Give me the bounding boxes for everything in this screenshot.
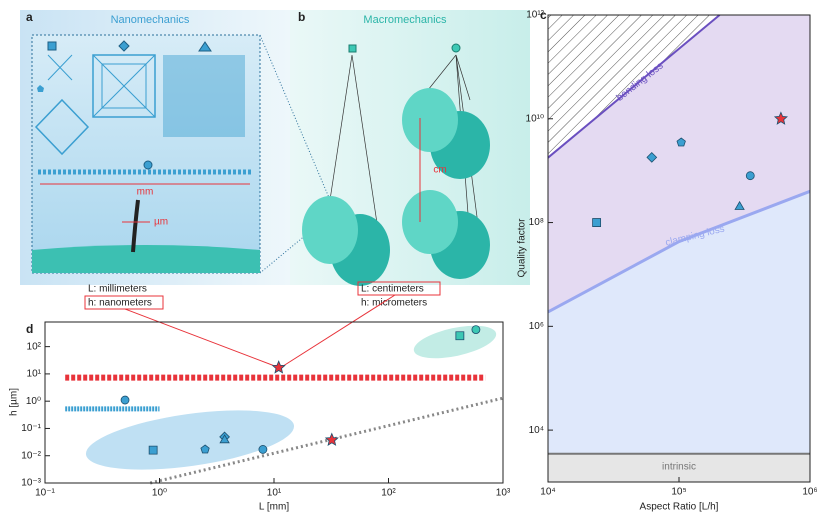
point	[271, 360, 286, 374]
panel-title: Macromechanics	[363, 14, 447, 26]
point	[471, 325, 481, 335]
point	[120, 395, 130, 405]
point	[324, 432, 339, 446]
point	[592, 218, 602, 227]
panel-label: c	[540, 8, 547, 22]
point	[455, 331, 465, 341]
y-axis-label: h [µm]	[9, 388, 20, 416]
curve-label: intrinsic	[662, 462, 696, 473]
icon	[47, 41, 57, 51]
icon	[348, 44, 357, 53]
panel-title: Nanomechanics	[111, 14, 190, 26]
x-tick-label: 10³	[496, 488, 511, 499]
y-tick-label: 10⁸	[529, 217, 544, 228]
x-axis-label: L [mm]	[259, 502, 289, 513]
x-tick-label: 10²	[381, 488, 396, 499]
icon	[92, 54, 156, 118]
panel-label: a	[26, 10, 33, 24]
panel-label: b	[298, 10, 305, 24]
curve	[547, 189, 811, 314]
curve	[149, 396, 504, 485]
point	[646, 152, 658, 163]
icon	[37, 85, 44, 92]
panel-label: d	[26, 322, 33, 336]
icon	[118, 40, 130, 52]
region	[548, 15, 810, 312]
icon	[198, 41, 212, 52]
point	[258, 445, 268, 454]
x-tick-label: 10¹	[267, 488, 282, 499]
point	[148, 445, 158, 455]
point	[773, 111, 788, 125]
highlight-box	[357, 281, 441, 296]
y-tick-label: 10⁻³	[21, 478, 41, 489]
point	[734, 200, 745, 210]
scale-label: mm	[137, 187, 154, 198]
cylinder	[302, 196, 358, 264]
dim-label: h: nanometers	[88, 298, 152, 309]
y-axis-label: Quality factor	[517, 218, 528, 278]
scale-label: cm	[433, 165, 446, 176]
y-tick-label: 10⁰	[26, 396, 41, 407]
y-tick-label: 10¹	[27, 369, 42, 380]
cylinder	[402, 88, 458, 152]
icon	[47, 54, 73, 81]
dim-label: L: centimeters	[361, 284, 424, 295]
icon	[92, 54, 156, 118]
y-tick-label: 10⁴	[529, 425, 544, 436]
connector	[279, 294, 396, 369]
region	[413, 325, 497, 359]
point	[200, 444, 210, 454]
scale-label: µm	[154, 217, 168, 228]
x-tick-label: 10⁴	[540, 487, 555, 498]
point	[745, 171, 755, 181]
y-tick-label: 10²	[27, 341, 42, 352]
x-tick-label: 10⁶	[802, 487, 817, 498]
substrate	[32, 245, 260, 273]
icon	[101, 63, 147, 109]
icon	[451, 43, 461, 53]
highlight-box	[84, 295, 164, 310]
y-tick-label: 10⁻²	[21, 450, 41, 461]
region	[85, 410, 295, 470]
icon	[163, 55, 245, 137]
curve	[547, 14, 721, 159]
y-tick-label: 10⁶	[529, 321, 544, 332]
icon	[34, 98, 90, 156]
point	[219, 434, 230, 444]
x-axis-label: Aspect Ratio [L/h]	[640, 502, 719, 513]
x-tick-label: 10⁰	[152, 488, 167, 499]
icon	[143, 160, 153, 170]
wire	[329, 54, 481, 241]
y-tick-label: 10¹²	[526, 10, 544, 21]
cylinder	[402, 190, 458, 254]
dim-label: L: millimeters	[88, 284, 147, 295]
point	[676, 137, 686, 147]
connector	[124, 308, 281, 369]
dim-label: h: micrometers	[361, 298, 427, 309]
x-tick-label: 10⁵	[671, 487, 686, 498]
y-tick-label: 10⁻¹	[21, 423, 41, 434]
x-tick-label: 10⁻¹	[35, 488, 55, 499]
y-tick-label: 10¹⁰	[526, 113, 544, 124]
nanowire	[131, 199, 140, 253]
